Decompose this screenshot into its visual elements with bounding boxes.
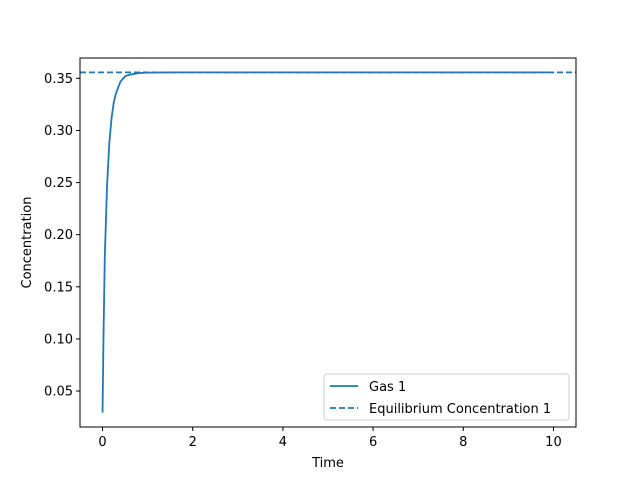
x-axis-ticks: 0 2 4 6 8 10 — [98, 427, 562, 450]
y-tick-label: 0.30 — [44, 124, 73, 139]
x-tick-label: 4 — [279, 435, 287, 450]
y-axis-ticks: 0.05 0.10 0.15 0.20 0.25 0.30 0.35 — [44, 72, 80, 400]
x-axis-label: Time — [311, 456, 344, 471]
x-tick-label: 6 — [369, 435, 377, 450]
axes-frame — [79, 57, 577, 428]
x-tick-label: 0 — [98, 435, 106, 450]
legend: Gas 1 Equilibrium Concentration 1 — [323, 373, 570, 421]
x-tick-label: 2 — [189, 435, 197, 450]
y-tick-label: 0.20 — [44, 228, 73, 243]
y-axis-label: Concentration — [20, 197, 35, 289]
y-tick-label: 0.10 — [44, 332, 73, 347]
series-layer — [80, 71, 576, 413]
legend-label-equilibrium: Equilibrium Concentration 1 — [369, 402, 551, 417]
y-tick-label: 0.25 — [44, 176, 73, 191]
y-tick-label: 0.15 — [44, 280, 73, 295]
y-tick-label: 0.35 — [44, 72, 73, 87]
y-tick-label: 0.05 — [44, 385, 73, 400]
x-tick-label: 10 — [545, 435, 562, 450]
x-tick-label: 8 — [459, 435, 467, 450]
legend-box — [323, 373, 570, 421]
legend-label-gas-1: Gas 1 — [369, 380, 406, 395]
